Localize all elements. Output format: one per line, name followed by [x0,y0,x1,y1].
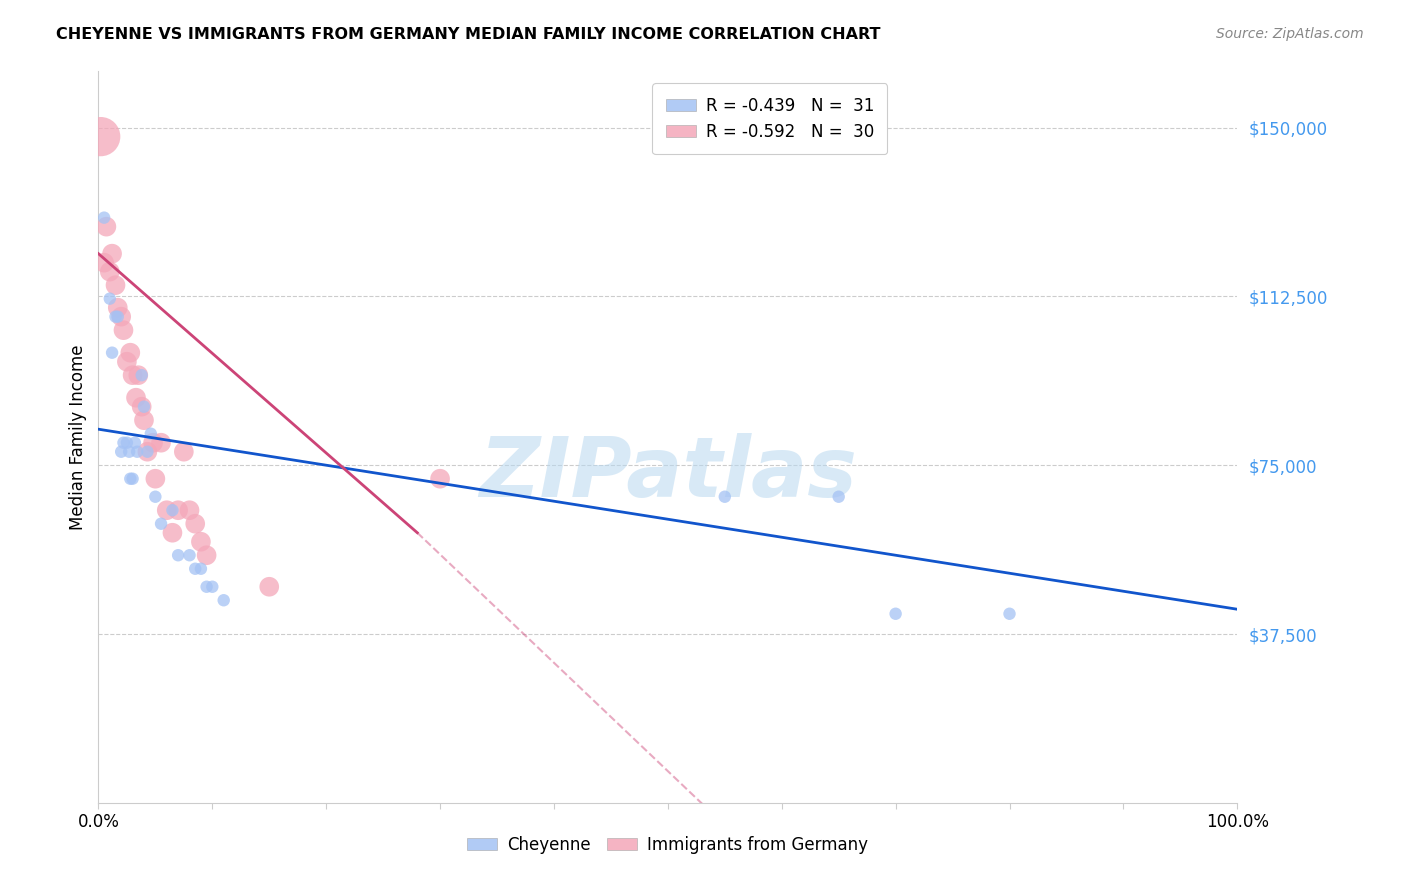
Text: ZIPatlas: ZIPatlas [479,434,856,514]
Point [150,435,173,450]
Point [173,444,195,458]
Point [101,246,124,260]
Point [132,413,155,427]
Y-axis label: Median Family Income: Median Family Income [69,344,87,530]
Point [115,354,138,368]
Point [184,516,207,531]
Point [195,548,218,562]
Point [110,444,132,458]
Point [110,310,132,324]
Point [124,435,146,450]
Point [998,607,1021,621]
Point [107,310,129,324]
Point [115,435,138,450]
Point [184,562,207,576]
Point [107,301,129,315]
Point [118,444,141,458]
Point [828,490,851,504]
Point [136,444,159,458]
Point [127,444,149,458]
Text: Source: ZipAtlas.com: Source: ZipAtlas.com [1216,27,1364,41]
Point [93,211,115,225]
Point [132,400,155,414]
Point [125,391,148,405]
Point [179,503,201,517]
Point [101,345,124,359]
Point [121,368,143,383]
Point [131,400,153,414]
Point [156,503,179,517]
Point [131,368,153,383]
Point [201,580,224,594]
Point [139,426,162,441]
Point [190,534,212,549]
Point [127,368,149,383]
Point [98,265,121,279]
Point [104,310,127,324]
Point [90,129,112,144]
Point [190,562,212,576]
Point [167,503,190,517]
Point [162,503,184,517]
Point [120,472,142,486]
Point [212,593,235,607]
Point [195,580,218,594]
Point [179,548,201,562]
Point [112,323,135,337]
Point [120,345,142,359]
Point [150,516,173,531]
Point [145,490,167,504]
Point [104,278,127,293]
Point [142,435,165,450]
Point [93,255,115,269]
Point [96,219,118,234]
Point [121,472,143,486]
Legend: Cheyenne, Immigrants from Germany: Cheyenne, Immigrants from Germany [461,829,875,860]
Point [714,490,737,504]
Text: CHEYENNE VS IMMIGRANTS FROM GERMANY MEDIAN FAMILY INCOME CORRELATION CHART: CHEYENNE VS IMMIGRANTS FROM GERMANY MEDI… [56,27,880,42]
Point [112,435,135,450]
Point [145,472,167,486]
Point [136,444,159,458]
Point [98,292,121,306]
Point [259,580,281,594]
Point [162,525,184,540]
Point [884,607,907,621]
Point [429,472,451,486]
Point [167,548,190,562]
